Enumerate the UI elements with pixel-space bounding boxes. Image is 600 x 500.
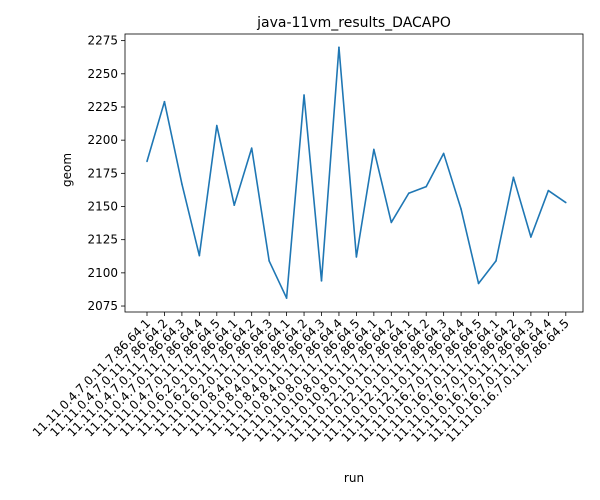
y-tick-label: 2275	[87, 34, 118, 48]
y-tick-label: 2200	[87, 133, 118, 147]
data-point	[285, 297, 288, 299]
y-tick-label: 2100	[87, 266, 118, 280]
data-point	[407, 192, 410, 195]
y-tick-label: 2075	[87, 299, 118, 313]
data-point	[442, 152, 445, 155]
series-line	[146, 46, 567, 299]
data-point	[268, 260, 270, 262]
data-point	[565, 201, 567, 204]
data-point	[146, 160, 148, 163]
y-tick-label: 2125	[87, 233, 118, 247]
data-point	[320, 280, 323, 282]
data-point	[460, 208, 462, 210]
y-axis-label: geom	[60, 153, 74, 187]
x-axis-label: run	[344, 471, 364, 485]
y-tick-label: 2150	[87, 200, 118, 214]
data-point	[390, 221, 393, 224]
data-point	[250, 147, 253, 149]
y-tick-label: 2175	[87, 166, 118, 180]
y-tick-label: 2250	[87, 67, 118, 81]
data-point	[373, 148, 375, 151]
data-point	[512, 176, 515, 179]
data-point	[216, 124, 218, 127]
y-tick-label: 2225	[87, 100, 118, 114]
data-point	[530, 236, 532, 238]
data-point	[547, 189, 550, 192]
data-point	[233, 204, 236, 206]
data-point	[198, 254, 201, 257]
data-point	[477, 282, 480, 285]
data-point	[425, 185, 428, 188]
data-point	[303, 94, 305, 96]
data-point	[181, 183, 183, 185]
chart-title: java-11vm_results_DACAPO	[256, 15, 451, 31]
data-point	[163, 100, 166, 103]
plot-area: 20752100212521502175220022252250227511.1…	[30, 33, 584, 445]
plot-frame	[124, 33, 584, 313]
data-point	[338, 46, 340, 49]
data-point	[355, 256, 358, 258]
data-point	[495, 260, 497, 262]
